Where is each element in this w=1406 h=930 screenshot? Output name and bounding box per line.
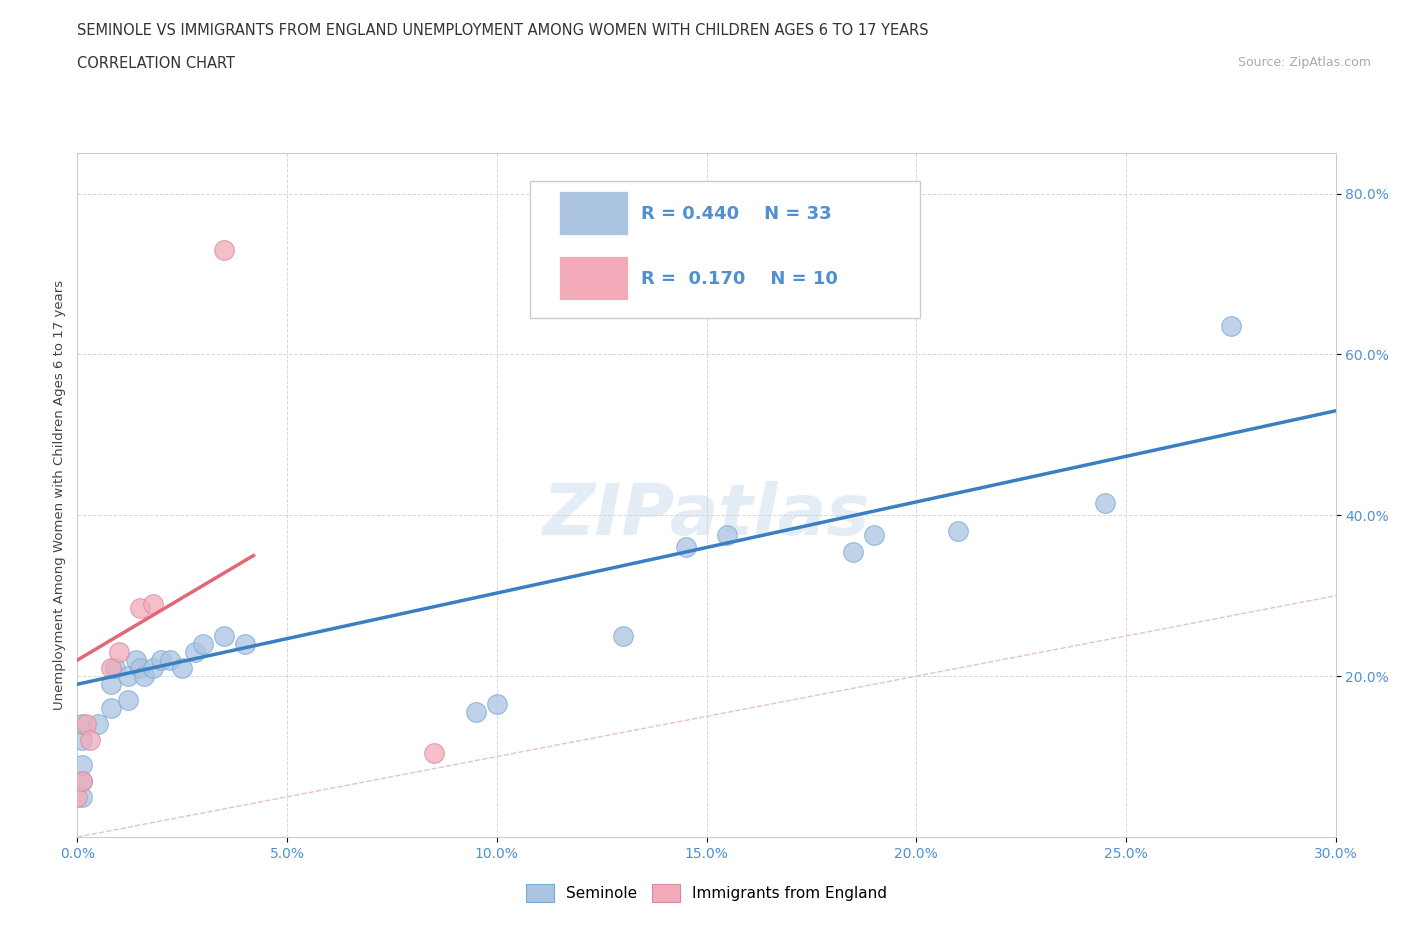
Text: CORRELATION CHART: CORRELATION CHART [77, 56, 235, 71]
Point [172, 660, 194, 675]
Point [548, 291, 571, 306]
Point [117, 693, 139, 708]
Legend: Seminole, Immigrants from England: Seminole, Immigrants from England [520, 878, 893, 908]
Point [464, 705, 486, 720]
Point [79, 733, 101, 748]
Point [100, 660, 122, 675]
Point [159, 653, 181, 668]
Point [70, 717, 93, 732]
Point [191, 636, 215, 651]
Point [87, 717, 110, 732]
Point [108, 644, 131, 659]
Point [66, 790, 89, 804]
Point [948, 524, 970, 538]
Text: R =  0.170    N = 10: R = 0.170 N = 10 [641, 270, 838, 287]
Point [675, 540, 697, 555]
Point [233, 636, 256, 651]
Y-axis label: Unemployment Among Women with Children Ages 6 to 17 years: Unemployment Among Women with Children A… [53, 280, 66, 711]
FancyBboxPatch shape [560, 256, 628, 300]
FancyBboxPatch shape [560, 191, 628, 235]
Point [104, 660, 127, 675]
Point [423, 745, 446, 760]
Text: ZIPatlas: ZIPatlas [543, 481, 870, 551]
Point [129, 601, 152, 616]
Point [70, 773, 93, 788]
Point [75, 717, 97, 732]
Point [212, 629, 235, 644]
Text: SEMINOLE VS IMMIGRANTS FROM ENGLAND UNEMPLOYMENT AMONG WOMEN WITH CHILDREN AGES : SEMINOLE VS IMMIGRANTS FROM ENGLAND UNEM… [77, 23, 929, 38]
FancyBboxPatch shape [530, 180, 921, 317]
Point [150, 653, 173, 668]
Point [70, 790, 93, 804]
Point [716, 528, 738, 543]
Point [212, 243, 235, 258]
Point [1219, 319, 1241, 334]
Point [117, 669, 139, 684]
Point [70, 733, 93, 748]
Point [100, 677, 122, 692]
Point [129, 660, 152, 675]
Point [142, 660, 165, 675]
Text: R = 0.440    N = 33: R = 0.440 N = 33 [641, 205, 832, 222]
Point [70, 757, 93, 772]
Point [142, 596, 165, 611]
Point [125, 653, 148, 668]
Point [70, 773, 93, 788]
Point [612, 629, 634, 644]
Point [863, 528, 886, 543]
Point [1094, 496, 1116, 511]
Point [485, 697, 508, 711]
Point [134, 669, 156, 684]
Point [184, 644, 207, 659]
Point [100, 701, 122, 716]
Point [842, 544, 865, 559]
Text: Source: ZipAtlas.com: Source: ZipAtlas.com [1237, 56, 1371, 69]
